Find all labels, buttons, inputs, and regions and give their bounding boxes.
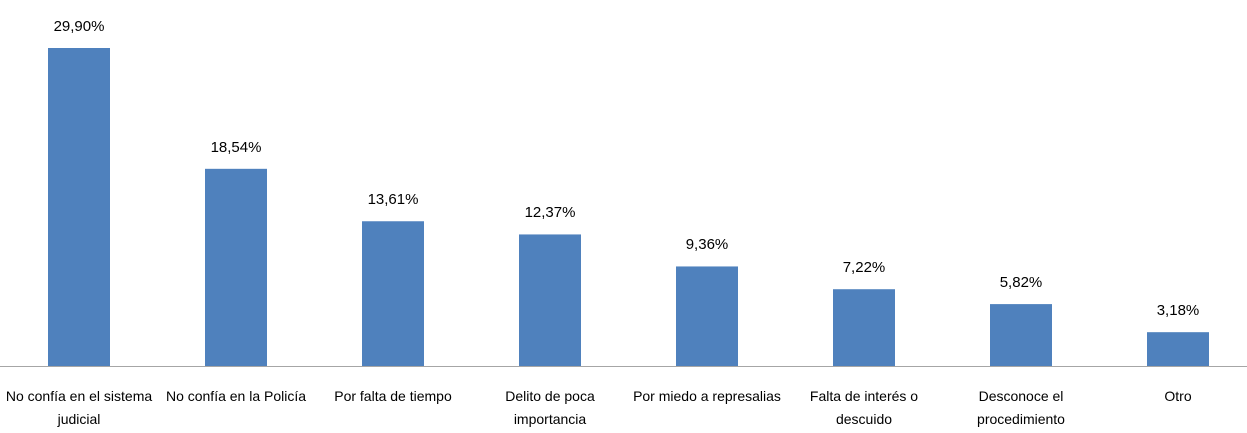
x-tick-label: Desconoce el procedimiento bbox=[977, 388, 1065, 427]
value-label: 13,61% bbox=[367, 191, 419, 209]
x-tick-label: Falta de interés o descuido bbox=[809, 388, 919, 427]
x-tick-label: No confía en el sistema judicial bbox=[5, 388, 153, 427]
value-label: 12,37% bbox=[524, 204, 576, 222]
value-label: 9,36% bbox=[685, 236, 729, 254]
bar bbox=[1147, 332, 1209, 366]
x-tick-label: Por falta de tiempo bbox=[334, 388, 452, 404]
x-tick-label: Por miedo a represalias bbox=[633, 388, 781, 404]
bar bbox=[676, 266, 738, 366]
bar bbox=[519, 234, 581, 366]
x-tick-label: Delito de poca importancia bbox=[505, 388, 595, 427]
bar bbox=[205, 168, 267, 366]
bar bbox=[362, 221, 424, 366]
value-label: 5,82% bbox=[999, 274, 1043, 292]
x-tick-label: Otro bbox=[1164, 388, 1192, 404]
value-label: 7,22% bbox=[842, 259, 886, 277]
value-label: 18,54% bbox=[210, 138, 262, 156]
x-tick-label: No confía en la Policía bbox=[165, 388, 307, 404]
value-label: 29,90% bbox=[53, 18, 105, 35]
bar bbox=[833, 289, 895, 366]
bar bbox=[990, 304, 1052, 366]
bar bbox=[48, 48, 110, 366]
value-label: 3,18% bbox=[1156, 302, 1200, 320]
